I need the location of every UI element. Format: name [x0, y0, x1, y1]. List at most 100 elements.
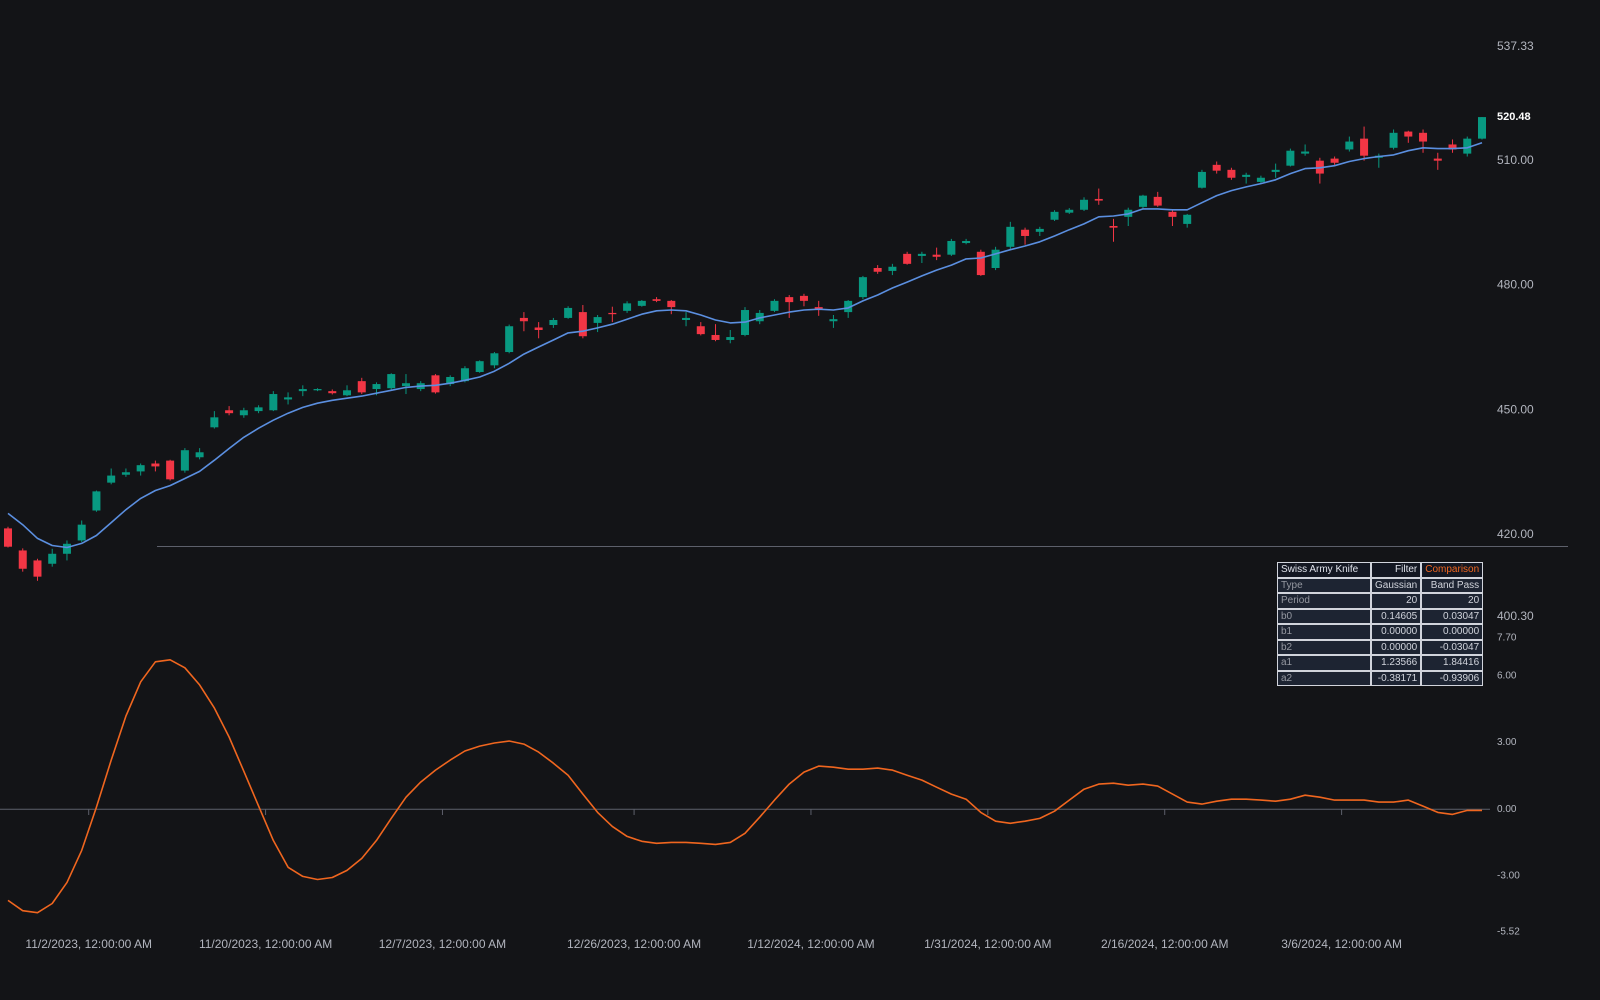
- cell: 0.14605: [1371, 608, 1422, 624]
- table-row: b0 0.14605 0.03047: [1277, 608, 1484, 624]
- candle-body: [1021, 229, 1030, 236]
- x-tick-label: 1/31/2024, 12:00:00 AM: [924, 937, 1051, 951]
- cell: Comparison: [1421, 562, 1484, 578]
- candle-body: [667, 300, 676, 308]
- candle-body: [269, 394, 278, 411]
- candle-body: [519, 317, 528, 322]
- candle-body: [490, 353, 499, 366]
- candle-body: [726, 337, 735, 340]
- candle-body: [343, 390, 352, 396]
- candle-body: [1050, 211, 1059, 220]
- candle-body: [92, 491, 101, 511]
- candle-body: [1301, 151, 1310, 154]
- cell: Type: [1277, 577, 1371, 593]
- y-tick-label: -5.52: [1497, 927, 1520, 938]
- candle-body: [814, 307, 823, 310]
- candle-body: [180, 450, 189, 471]
- candle-body: [1478, 117, 1486, 139]
- candle-body: [254, 407, 263, 412]
- cell: Period: [1277, 593, 1371, 609]
- candle-body: [225, 410, 234, 414]
- candle-body: [652, 299, 661, 301]
- candle-body: [888, 266, 897, 271]
- y-tick-label: 510.00: [1497, 153, 1534, 167]
- candle-body: [1138, 195, 1147, 207]
- candle-body: [239, 410, 248, 416]
- candle-body: [1242, 174, 1251, 177]
- x-tick-label: 11/20/2023, 12:00:00 AM: [199, 937, 332, 951]
- candle-body: [696, 326, 705, 335]
- candle-body: [1168, 211, 1177, 217]
- candle-body: [1227, 169, 1236, 178]
- y-tick-label: 420.00: [1497, 527, 1534, 541]
- last-price-label: 520.48: [1497, 111, 1531, 123]
- candle-body: [1286, 150, 1295, 166]
- cell: 1.23566: [1371, 655, 1422, 671]
- candle-body: [1419, 132, 1428, 142]
- candle-body: [1256, 177, 1265, 182]
- x-tick-label: 11/2/2023, 12:00:00 AM: [25, 937, 152, 951]
- candle-body: [1065, 209, 1074, 213]
- candle-body: [33, 560, 42, 577]
- candle-body: [431, 375, 440, 393]
- cell: -0.38171: [1371, 670, 1422, 686]
- candle-body: [1197, 171, 1206, 188]
- candle-body: [151, 463, 160, 467]
- candle-body: [460, 368, 469, 382]
- cell: b1: [1277, 624, 1371, 640]
- y-tick-label: 537.33: [1497, 39, 1534, 53]
- y-tick-label: 3.00: [1497, 737, 1517, 748]
- cell: -0.93906: [1421, 670, 1484, 686]
- cell: Band Pass: [1421, 577, 1484, 593]
- candle-body: [328, 391, 337, 394]
- x-tick-label: 2/16/2024, 12:00:00 AM: [1101, 937, 1228, 951]
- candle-body: [136, 465, 145, 472]
- cell: 20: [1371, 593, 1422, 609]
- settings-table: Swiss Army Knife Filter Comparison Type Gau…: [1277, 562, 1484, 686]
- candle-body: [401, 383, 410, 387]
- y-tick-label: 6.00: [1497, 670, 1517, 681]
- candle-body: [932, 254, 941, 257]
- candle-body: [549, 319, 558, 325]
- candle-body: [608, 312, 617, 315]
- candle-body: [284, 397, 293, 400]
- y-tick-label: 400.30: [1497, 609, 1534, 623]
- candle-body: [785, 297, 794, 303]
- candle-body: [682, 317, 691, 320]
- candle-body: [195, 452, 204, 458]
- candle-body: [1360, 138, 1369, 156]
- candle-body: [858, 277, 867, 298]
- candle-body: [578, 312, 587, 337]
- candle-body: [121, 472, 130, 475]
- candle-body: [166, 460, 175, 480]
- candle-body: [1109, 225, 1118, 228]
- candle-body: [623, 303, 632, 311]
- candle-body: [387, 374, 396, 389]
- candle-body: [976, 251, 985, 276]
- candle-body: [1035, 228, 1044, 232]
- candle-body: [564, 307, 573, 318]
- candle-body: [991, 249, 1000, 269]
- candle-body: [1389, 132, 1398, 148]
- candle-body: [917, 253, 926, 256]
- table-row: a1 1.23566 1.84416: [1277, 655, 1484, 671]
- table-row: b1 0.00000 0.00000: [1277, 624, 1484, 640]
- candle-body: [77, 524, 86, 541]
- candle-body: [962, 240, 971, 244]
- cell: -0.03047: [1421, 639, 1484, 655]
- candle-body: [48, 553, 57, 564]
- candle-body: [4, 528, 12, 547]
- candle-body: [799, 295, 808, 301]
- cell: Gaussian: [1371, 577, 1422, 593]
- oscillator-line: [7, 659, 1482, 914]
- table-row: a2 -0.38171 -0.93906: [1277, 670, 1484, 686]
- candle-body: [62, 543, 71, 554]
- candle-body: [1345, 141, 1354, 150]
- y-tick-label: -3.00: [1497, 871, 1520, 882]
- candle-body: [637, 300, 646, 306]
- candle-body: [534, 327, 543, 330]
- cell: 0.00000: [1371, 624, 1422, 640]
- candle-body: [1094, 198, 1103, 201]
- cell: 1.84416: [1421, 655, 1484, 671]
